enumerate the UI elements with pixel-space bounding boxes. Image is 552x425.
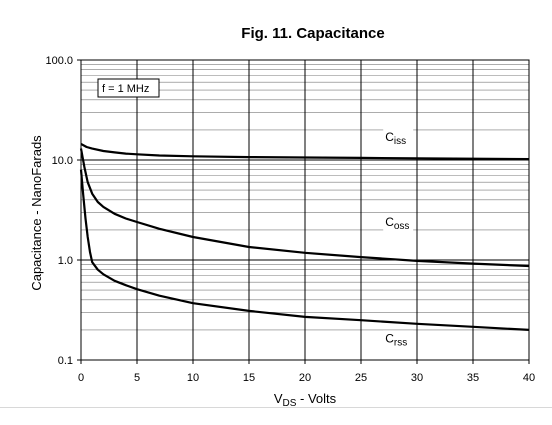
frequency-note-box <box>97 78 160 98</box>
x-tick-label: 20 <box>299 372 311 384</box>
y-tick-label: 0.1 <box>58 355 73 367</box>
x-tick-label: 5 <box>134 372 140 384</box>
x-tick-label: 40 <box>523 372 535 384</box>
x-tick-label: 0 <box>78 372 84 384</box>
x-tick-label: 10 <box>187 372 199 384</box>
series-line-crss <box>79 169 530 331</box>
x-tick-label: 25 <box>355 372 367 384</box>
y-axis-label: Capacitance - NanoFarads <box>29 135 44 291</box>
x-axis-label-main: V <box>274 391 283 406</box>
series-label-bg <box>383 330 414 349</box>
grid <box>77 59 530 364</box>
footer-divider <box>0 407 552 408</box>
series-line-ciss <box>80 142 530 161</box>
tick-labels: 0 5 10 15 20 25 30 35 40 0.1 1.0 10.0 100.0 <box>45 55 535 384</box>
series-line-coss <box>79 148 530 268</box>
series-label-coss: Coss <box>385 215 409 232</box>
chart-title: Fig. 11. Capacitance <box>241 25 384 42</box>
y-tick-label: 10.0 <box>52 155 73 167</box>
series-labels: Ciss Coss Crss <box>383 128 414 349</box>
series-label-ciss: Ciss <box>385 130 406 147</box>
series-lines <box>79 142 530 331</box>
series-label-bg <box>383 213 414 232</box>
series-label-bg <box>383 128 414 147</box>
y-tick-label: 1.0 <box>58 255 73 267</box>
x-tick-label: 30 <box>411 372 423 384</box>
x-axis-label: VDS - Volts <box>274 391 337 409</box>
frequency-note-text: f = 1 MHz <box>102 83 149 95</box>
y-tick-label: 100.0 <box>45 55 73 67</box>
series-label-crss: Crss <box>385 331 407 348</box>
x-axis-label-rest: - Volts <box>296 391 336 406</box>
x-axis-label-subscript: DS <box>283 398 297 409</box>
frequency-note: f = 1 MHz <box>97 78 160 98</box>
plot-frame <box>80 59 530 361</box>
x-tick-label: 15 <box>243 372 255 384</box>
x-tick-label: 35 <box>467 372 479 384</box>
